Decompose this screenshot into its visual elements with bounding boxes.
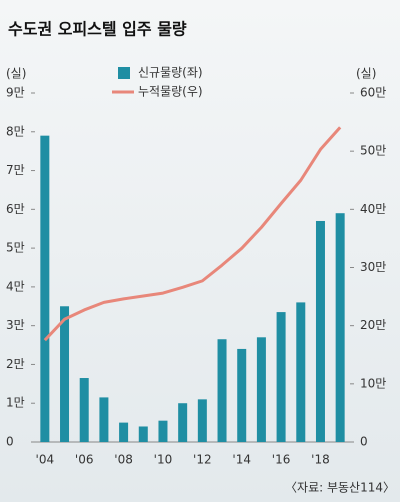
legend-swatch <box>118 67 130 79</box>
y-tick-label: 8만 <box>6 124 25 138</box>
bar <box>158 420 168 442</box>
bar <box>276 312 286 442</box>
source: 〈자료: 부동산114〉 <box>285 481 395 495</box>
y-tick-label: 0 <box>6 435 14 449</box>
bar <box>138 426 148 442</box>
bar <box>119 422 129 442</box>
bar <box>79 378 89 442</box>
y-tick-label: 5만 <box>6 241 25 255</box>
y2-tick-label: 30만 <box>360 260 386 274</box>
x-tick-label: '06 <box>75 453 94 467</box>
x-tick-label: '10 <box>154 453 173 467</box>
bar <box>315 220 325 442</box>
x-tick-label: '08 <box>114 453 133 467</box>
y2-unit: (실) <box>356 67 376 81</box>
bar <box>335 213 345 442</box>
y2-tick-label: 50만 <box>360 144 386 158</box>
y-tick-label: 1만 <box>6 396 25 410</box>
bar <box>296 302 306 442</box>
y2-tick-label: 40만 <box>360 202 386 216</box>
legend-label: 누적물량(우) <box>138 85 203 99</box>
y2-tick-label: 60만 <box>360 86 386 100</box>
bar <box>197 399 207 442</box>
bar <box>178 403 188 442</box>
y-tick-label: 4만 <box>6 279 25 293</box>
y-tick-label: 6만 <box>6 202 25 216</box>
y-tick-label: 9만 <box>6 86 25 100</box>
bar <box>237 348 247 442</box>
y-tick-label: 7만 <box>6 163 25 177</box>
x-tick-label: '16 <box>272 453 291 467</box>
chart-title: 수도권 오피스텔 입주 물량 <box>8 20 187 39</box>
bar <box>99 397 109 442</box>
legend-label: 신규물량(좌) <box>138 66 203 80</box>
line <box>43 126 342 342</box>
y-tick-label: 2만 <box>6 357 25 371</box>
x-tick-label: '18 <box>311 453 330 467</box>
bar <box>60 306 70 442</box>
y2-tick-label: 20만 <box>360 318 386 332</box>
y2-tick-label: 0 <box>360 435 368 449</box>
x-tick-label: '04 <box>36 453 55 467</box>
bar <box>217 339 227 442</box>
y-unit: (실) <box>6 67 26 81</box>
bar <box>40 135 50 442</box>
y-tick-label: 3만 <box>6 318 25 332</box>
y2-tick-label: 10만 <box>360 376 386 390</box>
bar <box>256 337 266 442</box>
x-tick-label: '12 <box>193 453 212 467</box>
x-tick-label: '14 <box>232 453 251 467</box>
